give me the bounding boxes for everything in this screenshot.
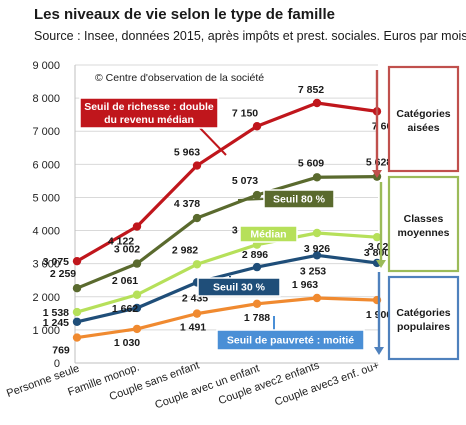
- data-point: [72, 284, 82, 293]
- data-label: 2 982: [172, 244, 198, 256]
- data-label: 1 963: [292, 279, 318, 291]
- callout-text: Seuil 30 %: [213, 282, 266, 294]
- data-point: [192, 161, 202, 170]
- callout-text: Médian: [250, 229, 286, 241]
- chart-title: Les niveaux de vie selon le type de fami…: [34, 6, 335, 23]
- y-tick-label: 5 000: [32, 192, 60, 204]
- y-tick-label: 8 000: [32, 93, 60, 105]
- series-line-0: [76, 101, 378, 263]
- category-box-text: Catégories: [396, 307, 450, 319]
- category-box: [387, 275, 460, 361]
- data-point: [312, 98, 322, 108]
- data-point: [132, 290, 142, 299]
- data-point: [72, 256, 82, 266]
- bracket-arrowhead: [374, 347, 384, 355]
- y-tick-label: 6 000: [32, 159, 60, 171]
- data-label: 3 075: [43, 256, 69, 268]
- data-label: 1 788: [244, 312, 270, 324]
- data-point: [132, 324, 142, 334]
- data-point: [192, 213, 202, 223]
- callout-box: [197, 277, 281, 297]
- callout-text: Seuil 80 %: [273, 194, 326, 206]
- data-point: [72, 333, 82, 342]
- bracket-arrowhead: [372, 170, 382, 178]
- data-point: [72, 307, 82, 317]
- callout-box: [239, 225, 298, 243]
- callout-leader: [237, 198, 265, 201]
- data-label: 1 538: [43, 307, 69, 319]
- data-label: 3 926: [304, 243, 330, 255]
- data-label: 3 253: [300, 265, 326, 277]
- data-label: 769: [52, 345, 70, 357]
- data-label: 5 628: [366, 157, 392, 169]
- data-point: [252, 299, 262, 308]
- callout-text: Seuil de pauvreté : moitié: [227, 335, 354, 347]
- data-label: 7 150: [232, 107, 258, 119]
- callout-box: [263, 189, 335, 209]
- data-point: [312, 251, 322, 260]
- callout-text: du revenu médian: [104, 114, 194, 126]
- data-label: 4 122: [108, 236, 134, 248]
- y-tick-label: 2 000: [32, 292, 60, 304]
- category-box: [387, 175, 460, 273]
- data-label: 1 662: [112, 303, 138, 315]
- category-box-text: Classes: [404, 213, 444, 225]
- data-point: [192, 260, 202, 269]
- data-label: 5 073: [232, 175, 258, 187]
- category-box-text: moyennes: [398, 227, 450, 239]
- data-label: 1 030: [114, 337, 140, 349]
- data-point: [312, 228, 322, 238]
- chart-subtitle: Source : Insee, données 2015, après impô…: [34, 29, 466, 43]
- data-label: 3 002: [114, 244, 140, 256]
- data-point: [132, 222, 142, 231]
- data-point: [72, 317, 82, 326]
- data-point: [132, 259, 142, 268]
- data-point: [252, 190, 262, 200]
- data-point: [372, 232, 382, 242]
- category-box-text: populaires: [397, 321, 450, 333]
- data-point: [252, 122, 262, 131]
- y-tick-label: 1 000: [32, 325, 60, 337]
- category-box-text: aisées: [407, 122, 439, 134]
- data-label: 1 245: [43, 317, 69, 329]
- series-line-3: [76, 253, 378, 324]
- data-label: 2 061: [112, 275, 138, 287]
- series-line-1: [76, 175, 378, 290]
- series-line-2: [76, 231, 378, 314]
- y-tick-label: 9 000: [32, 60, 60, 72]
- data-label: 2 259: [50, 268, 76, 280]
- data-label: 5 609: [298, 157, 324, 169]
- data-label: 7 852: [298, 84, 324, 96]
- y-tick-label: 4 000: [32, 226, 60, 238]
- data-point: [252, 262, 262, 272]
- y-tick-label: 3 000: [32, 259, 60, 271]
- category-box: [387, 65, 460, 173]
- data-label: 5 963: [174, 147, 200, 159]
- callout-box: [79, 97, 219, 129]
- data-point: [312, 173, 322, 182]
- y-tick-label: 0: [54, 358, 60, 370]
- callout-text: Seuil de richesse : double: [84, 101, 214, 113]
- series-line-4: [76, 296, 378, 340]
- bracket-arrowhead: [376, 260, 386, 268]
- x-tick-label: Couple avec3 enf. ou+: [273, 360, 381, 409]
- data-point: [192, 309, 202, 318]
- credit-note: © Centre d'observation de la société: [95, 72, 264, 84]
- callout-box: [216, 329, 365, 351]
- callout-leader: [199, 127, 227, 156]
- y-tick-label: 7 000: [32, 126, 60, 138]
- data-point: [312, 293, 322, 303]
- data-point: [132, 303, 142, 313]
- data-label: 3 800: [364, 247, 390, 259]
- category-box-text: Catégories: [396, 108, 450, 120]
- data-label: 1 491: [180, 322, 206, 334]
- data-label: 4 378: [174, 198, 200, 210]
- data-label: 2 896: [242, 249, 268, 261]
